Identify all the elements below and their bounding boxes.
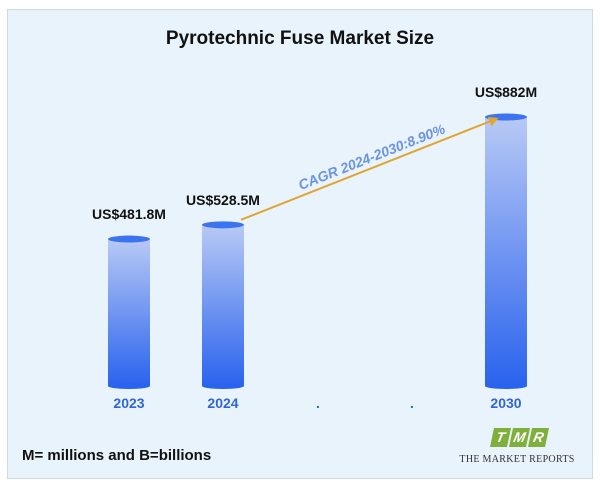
cagr-annotation: CAGR 2024-2030:8.90% [296, 120, 448, 193]
category-label-2: . [316, 395, 320, 411]
bar-2023 [108, 239, 150, 386]
category-label-3: . [410, 395, 414, 411]
category-label-1: 2024 [207, 395, 238, 411]
logo-letter: M [508, 428, 531, 447]
bar-base-2024 [202, 383, 244, 389]
bar-2024 [202, 224, 244, 386]
category-label-0: 2023 [113, 395, 144, 411]
bar-base-2030 [485, 383, 527, 389]
value-label-2030: US$882M [475, 84, 537, 100]
chart-title: Pyrotechnic Fuse Market Size [165, 28, 435, 49]
value-label-2024: US$528.5M [186, 192, 260, 208]
units-footnote: M= millions and B=billions [22, 447, 212, 464]
category-label-4: 2030 [490, 395, 521, 411]
logo-letter: R [527, 428, 550, 447]
bar-base-2023 [108, 383, 150, 389]
bar-2030 [485, 117, 527, 386]
value-label-2023: US$481.8M [92, 206, 166, 222]
logo-letter: T [489, 428, 512, 447]
bar-cap-2023 [108, 235, 150, 243]
logo-company-name: THE MARKET REPORTS [459, 454, 575, 465]
bar-cap-2030 [485, 113, 527, 121]
bar-cap-2024 [202, 221, 244, 229]
cagr-arrow [240, 116, 499, 221]
